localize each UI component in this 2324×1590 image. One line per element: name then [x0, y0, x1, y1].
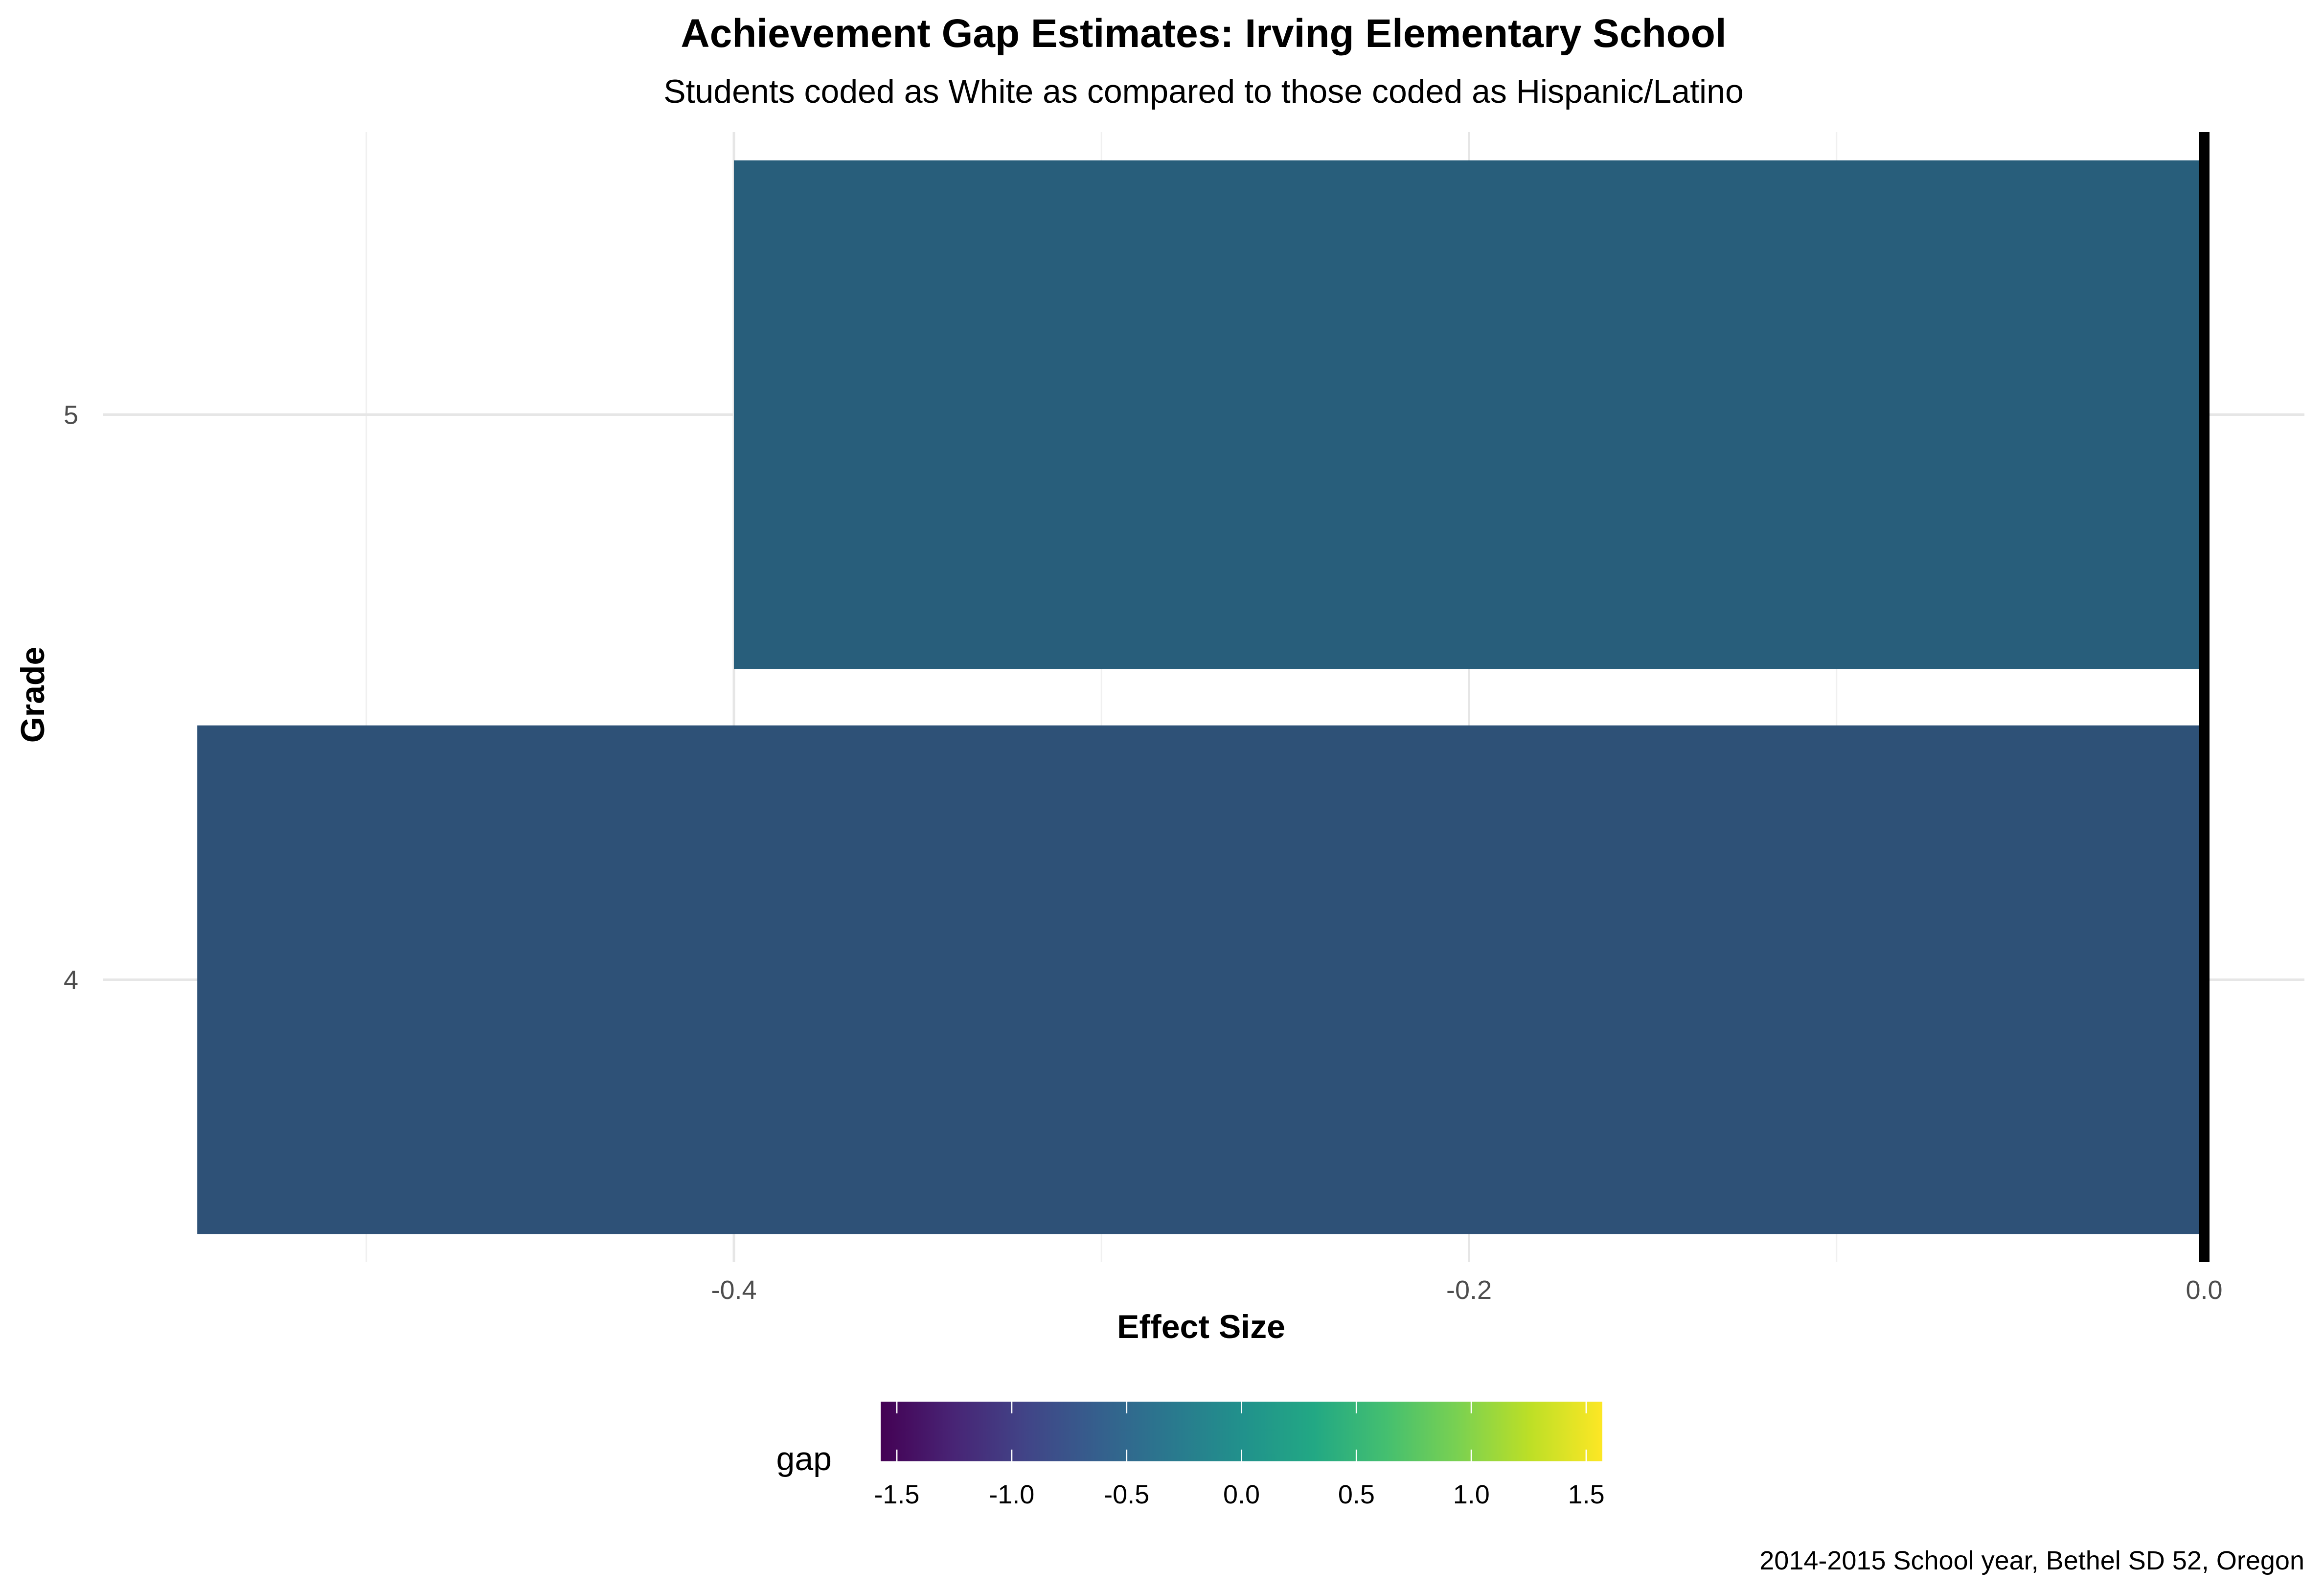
color-legend: gap -1.5 -1.0 -0.5 0.0 0.5 1.0 1.5 [776, 1402, 1605, 1509]
x-axis-title: Effect Size [1117, 1308, 1285, 1345]
chart-caption: 2014-2015 School year, Bethel SD 52, Ore… [1759, 1546, 2304, 1575]
legend-tick-label: -0.5 [1104, 1480, 1149, 1509]
legend-tick-label: 0.0 [1223, 1480, 1260, 1509]
bar-grade-4 [197, 725, 2205, 1234]
y-tick-label: 5 [64, 401, 78, 430]
legend-tick-label: 0.5 [1338, 1480, 1375, 1509]
plot-area: 4 5 -0.4 -0.2 0.0 [64, 132, 2304, 1305]
bar-grade-5 [734, 160, 2204, 669]
y-axis-title: Grade [14, 647, 51, 743]
legend-tick-label: 1.5 [1568, 1480, 1605, 1509]
chart-subtitle: Students coded as White as compared to t… [663, 73, 1744, 110]
x-tick-label: 0.0 [2186, 1275, 2222, 1305]
legend-tick-label: -1.0 [989, 1480, 1034, 1509]
x-tick-label: -0.4 [711, 1275, 756, 1305]
chart-title: Achievement Gap Estimates: Irving Elemen… [681, 11, 1726, 56]
x-tick-label: -0.2 [1446, 1275, 1492, 1305]
legend-title: gap [776, 1440, 832, 1477]
y-tick-label: 4 [64, 966, 78, 995]
legend-ticks: -1.5 -1.0 -0.5 0.0 0.5 1.0 1.5 [874, 1402, 1605, 1509]
legend-tick-label: 1.0 [1453, 1480, 1490, 1509]
legend-tick-label: -1.5 [874, 1480, 919, 1509]
